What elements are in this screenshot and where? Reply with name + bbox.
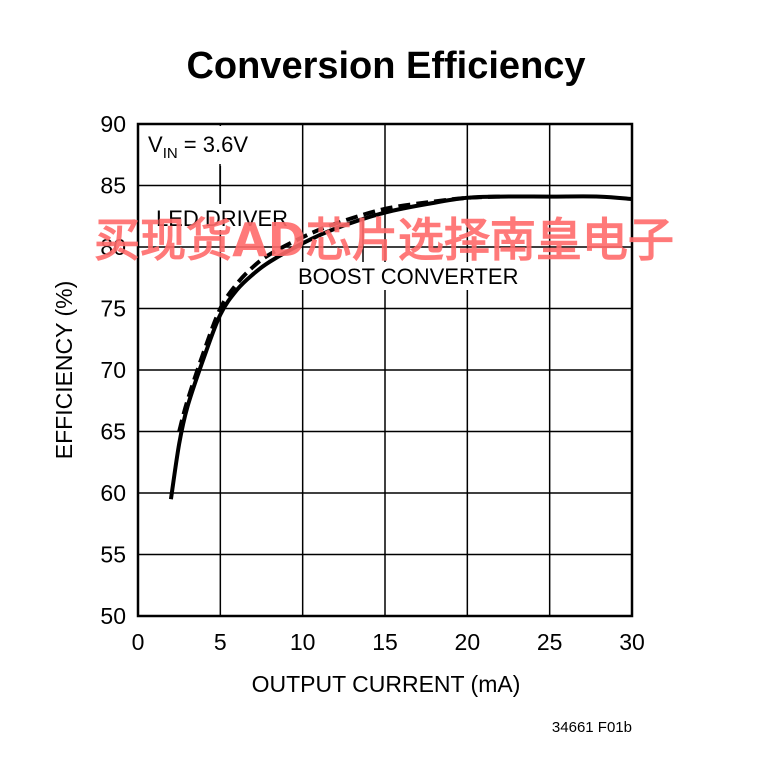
x-tick-label: 30 [619, 629, 645, 655]
series-line-boost-converter [177, 194, 501, 433]
grid [137, 123, 633, 617]
y-tick-label: 50 [100, 603, 126, 629]
x-tick-labels: 0 5 10 15 20 25 30 [132, 629, 645, 655]
y-tick-label: 65 [100, 419, 126, 445]
y-tick-label: 75 [100, 296, 126, 322]
y-tick-label: 90 [100, 111, 126, 137]
series-label-boost-converter: BOOST CONVERTER [298, 264, 518, 289]
y-tick-labels: 50 55 60 65 70 75 80 85 90 [100, 111, 126, 629]
watermark-text: 买现货AD芯片选择南皇电子 [94, 213, 674, 267]
x-tick-label: 20 [455, 629, 481, 655]
y-axis-label: EFFICIENCY (%) [51, 281, 77, 459]
plot-frame [136, 122, 634, 618]
x-tick-label: 10 [290, 629, 316, 655]
condition-annotation: VIN = 3.6V [148, 132, 248, 162]
y-tick-label: 55 [100, 542, 126, 568]
led-driver-label-background [154, 204, 284, 230]
x-axis-label: OUTPUT CURRENT (mA) [252, 671, 521, 697]
series-curves [168, 194, 633, 500]
chart-title: Conversion Efficiency [186, 45, 585, 87]
x-tick-label: 5 [214, 629, 227, 655]
y-tick-label: 80 [100, 234, 126, 260]
y-tick-label: 60 [100, 480, 126, 506]
x-tick-label: 15 [372, 629, 398, 655]
x-tick-label: 0 [132, 629, 145, 655]
y-tick-label: 85 [100, 173, 126, 199]
figure-id: 34661 F01b [552, 719, 632, 736]
condition-annotation-background [142, 126, 262, 166]
x-tick-label: 25 [537, 629, 563, 655]
y-tick-label: 70 [100, 357, 126, 383]
series-label-led-driver: LED DRIVER [156, 206, 288, 231]
boost-converter-label-background [296, 262, 512, 290]
